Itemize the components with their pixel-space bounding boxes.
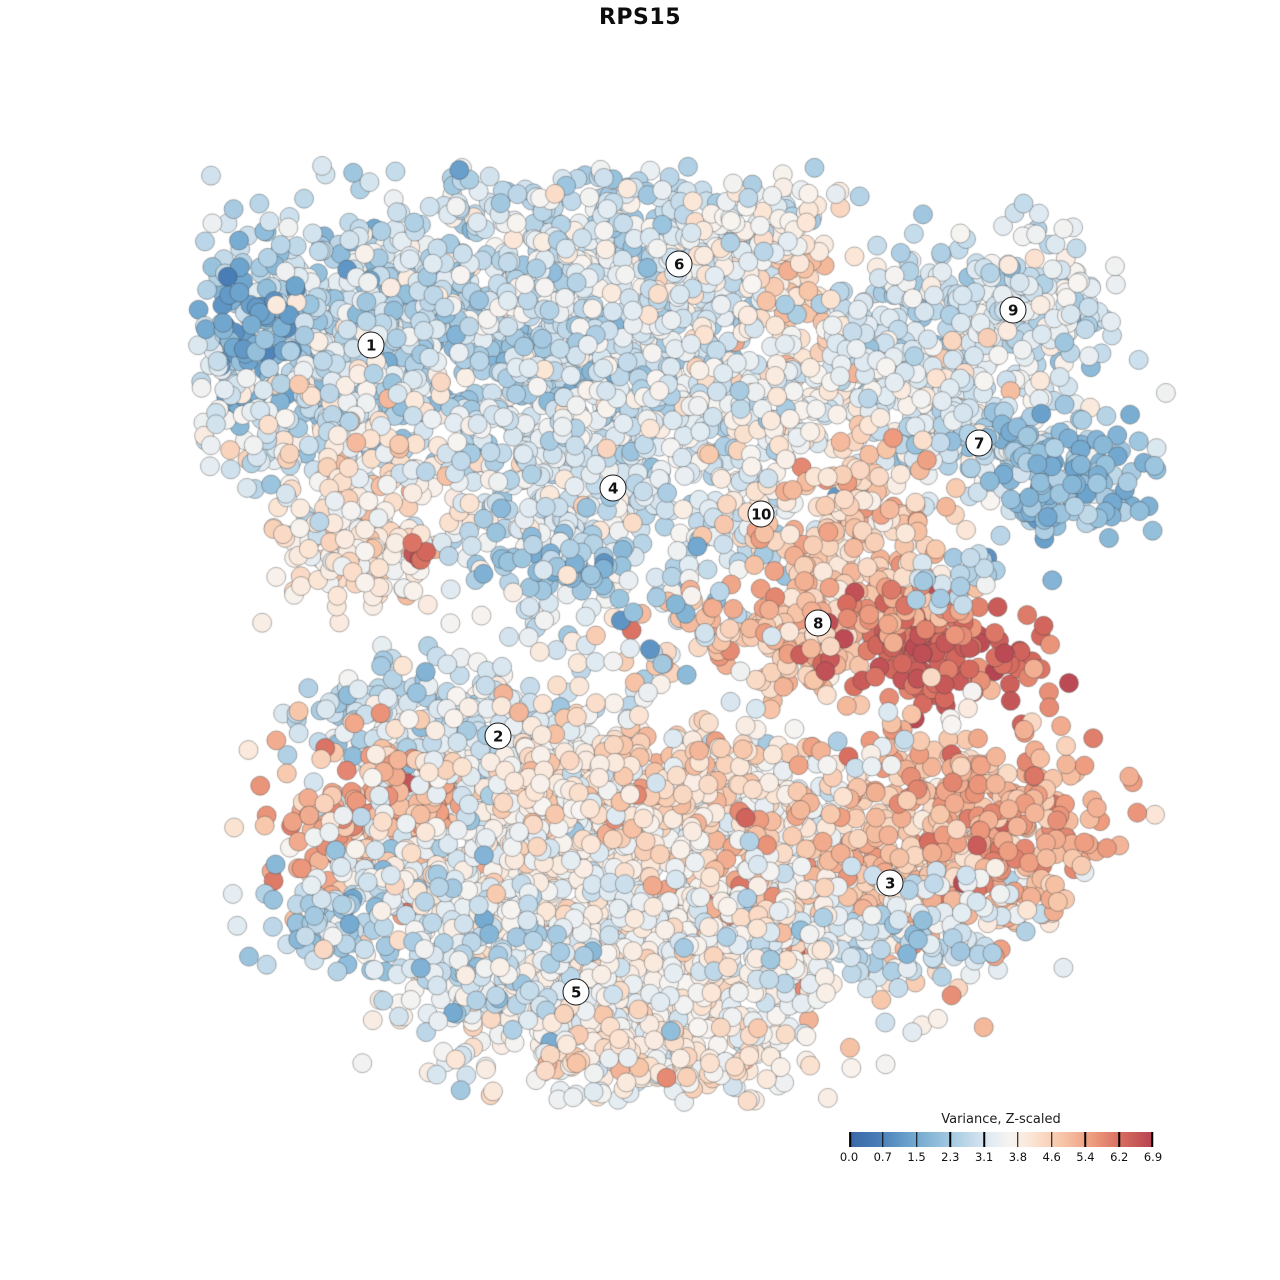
colorbar-tick-label-1.5: 1.5 bbox=[907, 1150, 926, 1164]
colorbar-gradient bbox=[849, 1132, 1153, 1147]
colorbar-tick-label-0.0: 0.0 bbox=[839, 1150, 859, 1164]
colorbar-tick-5.4 bbox=[1084, 1132, 1087, 1147]
colorbar-tick-labels: 0.0 0.7 1.5 2.3 3.1 3.8 4.6 5.4 6.2 6.9 bbox=[840, 1150, 1162, 1165]
colorbar-tick-1.5 bbox=[915, 1132, 918, 1147]
legend-title: Variance, Z-scaled bbox=[941, 1112, 1061, 1127]
colorbar-tick-2.3 bbox=[949, 1132, 952, 1147]
colorbar-tick-label-6.9: 6.9 bbox=[1143, 1150, 1163, 1164]
colorbar-legend: Variance, Z-scaled 0.0 0.7 1.5 2.3 3.1 3.8 4.6… bbox=[840, 1112, 1162, 1165]
colorbar-tick-label-0.7: 0.7 bbox=[873, 1150, 892, 1164]
colorbar-tick-label-3.8: 3.8 bbox=[1008, 1150, 1028, 1164]
colorbar-tick-0.0 bbox=[849, 1132, 851, 1147]
colorbar-tick-3.1 bbox=[983, 1132, 985, 1147]
colorbar-tick-label-6.2: 6.2 bbox=[1110, 1150, 1129, 1164]
colorbar-tick-6.2 bbox=[1118, 1132, 1120, 1147]
colorbar-tick-label-5.4: 5.4 bbox=[1076, 1150, 1095, 1164]
colorbar-tick-4.6 bbox=[1050, 1132, 1053, 1147]
colorbar-tick-label-3.1: 3.1 bbox=[974, 1150, 994, 1164]
colorbar-tick-label-2.3: 2.3 bbox=[941, 1150, 960, 1164]
colorbar-tick-3.8 bbox=[1017, 1132, 1019, 1147]
colorbar-tick-0.7 bbox=[882, 1132, 884, 1147]
colorbar-tick-label-4.6: 4.6 bbox=[1042, 1150, 1061, 1164]
colorbar-tick-6.9 bbox=[1151, 1132, 1153, 1147]
